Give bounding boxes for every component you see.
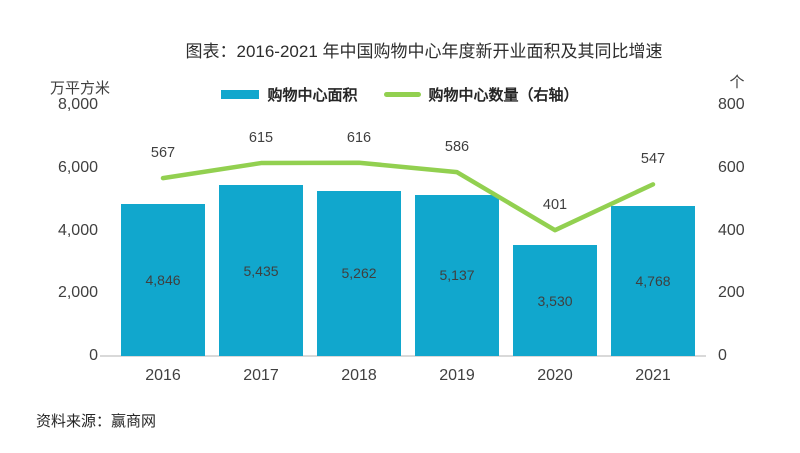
- right-axis-tick: 200: [718, 284, 745, 302]
- line-swatch-icon: [383, 92, 421, 97]
- bar-value-label: 4,768: [635, 273, 671, 290]
- legend-item-area: 购物中心面积: [221, 84, 358, 105]
- line-value-label: 547: [640, 151, 666, 168]
- line-value-label: 401: [542, 197, 568, 214]
- legend-count-label: 购物中心数量（右轴）: [428, 87, 579, 104]
- x-axis-label: 2020: [537, 367, 573, 384]
- source-note: 资料来源：赢商网: [36, 413, 157, 430]
- right-axis-tick: 0: [718, 347, 727, 364]
- right-axis-tick: 600: [718, 158, 745, 176]
- line-value-label: 615: [248, 130, 274, 147]
- x-axis-label: 2019: [439, 367, 475, 384]
- chart-title: 图表：2016-2021 年中国购物中心年度新开业面积及其同比增速: [185, 42, 663, 61]
- legend-item-count: 购物中心数量（右轴）: [383, 84, 579, 105]
- bar-2020: [513, 245, 597, 356]
- bar-value-label: 5,137: [439, 267, 475, 284]
- left-axis-tick: 4,000: [57, 221, 98, 239]
- bar-value-label: 4,846: [145, 271, 181, 288]
- bar-swatch-icon: [221, 90, 260, 99]
- bar-value-label: 3,530: [537, 292, 573, 309]
- left-axis-tick: 8,000: [57, 96, 98, 113]
- line-value-label: 586: [444, 139, 470, 156]
- legend: 购物中心面积 购物中心数量（右轴）: [0, 84, 800, 105]
- left-axis-unit: 万平方米: [49, 80, 110, 97]
- line-value-label: 616: [346, 129, 372, 146]
- left-axis-tick: 6,000: [57, 158, 98, 176]
- left-axis-tick: 0: [89, 347, 98, 364]
- legend-area-label: 购物中心面积: [267, 87, 358, 104]
- x-axis-line: [100, 355, 706, 357]
- line-value-label: 567: [150, 145, 176, 162]
- bar-value-label: 5,262: [341, 265, 377, 282]
- x-axis-label: 2016: [145, 367, 181, 384]
- right-axis-tick: 400: [718, 221, 745, 239]
- left-axis-tick: 2,000: [57, 284, 98, 302]
- right-axis-unit: 个: [729, 74, 745, 91]
- x-axis-label: 2021: [635, 367, 671, 384]
- x-axis-label: 2018: [341, 367, 377, 384]
- bar-value-label: 5,435: [243, 262, 279, 279]
- x-axis-label: 2017: [243, 367, 279, 384]
- right-axis-tick: 800: [718, 96, 745, 113]
